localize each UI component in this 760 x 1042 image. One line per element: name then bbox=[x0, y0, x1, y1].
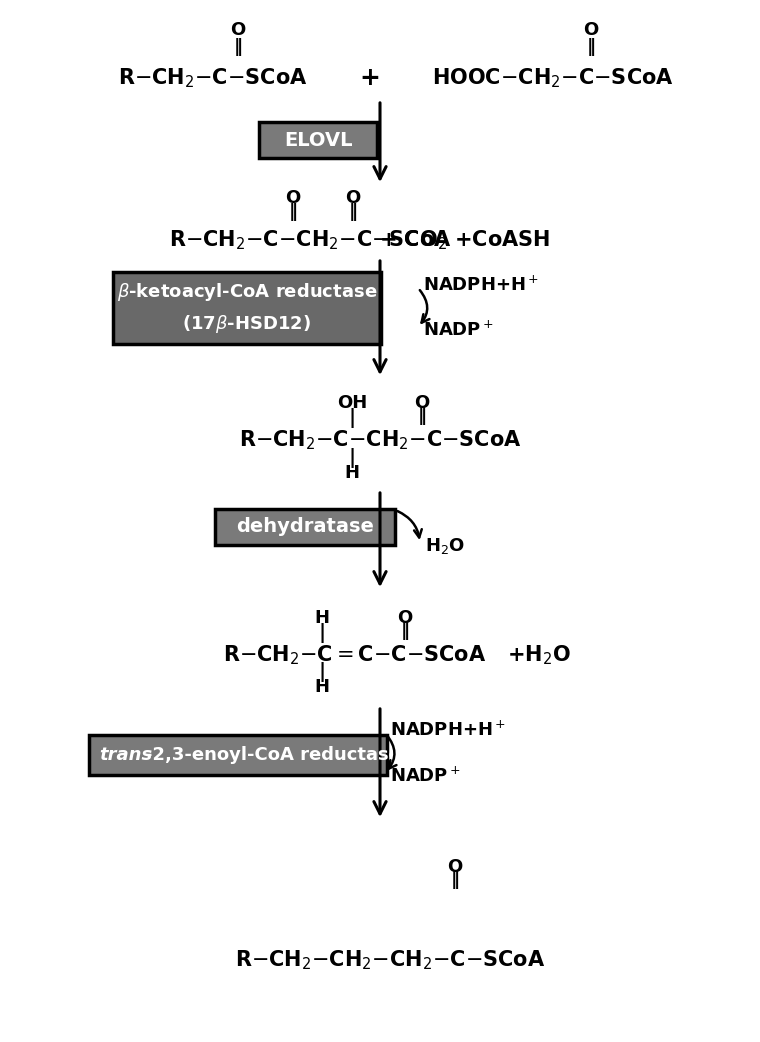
Text: |: | bbox=[348, 408, 356, 428]
Text: ‖: ‖ bbox=[349, 203, 357, 221]
Text: OH: OH bbox=[337, 394, 367, 412]
Text: NADPH+H$^+$: NADPH+H$^+$ bbox=[390, 720, 506, 740]
Text: -2,3-enoyl-CoA reductase: -2,3-enoyl-CoA reductase bbox=[145, 746, 401, 764]
Text: + CO$_2$ +CoASH: + CO$_2$ +CoASH bbox=[379, 228, 550, 252]
Text: ‖: ‖ bbox=[417, 407, 426, 425]
Text: O: O bbox=[345, 189, 361, 207]
FancyBboxPatch shape bbox=[113, 272, 381, 344]
Text: H: H bbox=[315, 609, 330, 627]
Text: ‖: ‖ bbox=[451, 871, 460, 889]
FancyBboxPatch shape bbox=[89, 735, 387, 775]
Text: ‖: ‖ bbox=[289, 203, 297, 221]
Text: |: | bbox=[348, 448, 356, 468]
Text: O: O bbox=[230, 21, 245, 39]
Text: R$-$CH$_2$$-$CH$_2$$-$CH$_2$$-$C$-$SCoA: R$-$CH$_2$$-$CH$_2$$-$CH$_2$$-$C$-$SCoA bbox=[235, 948, 545, 972]
Text: ‖: ‖ bbox=[587, 38, 596, 56]
Text: O: O bbox=[448, 858, 463, 876]
Text: R$-$CH$_2$$-$C$-$CH$_2$$-$C$-$SCoA: R$-$CH$_2$$-$C$-$CH$_2$$-$C$-$SCoA bbox=[239, 428, 521, 452]
Text: trans: trans bbox=[99, 746, 152, 764]
FancyBboxPatch shape bbox=[215, 508, 395, 545]
Text: O: O bbox=[584, 21, 599, 39]
Text: +: + bbox=[359, 66, 381, 90]
Text: H: H bbox=[344, 464, 359, 482]
Text: R$-$CH$_2$$-$C$=$C$-$C$-$SCoA: R$-$CH$_2$$-$C$=$C$-$C$-$SCoA bbox=[223, 643, 486, 667]
Text: O: O bbox=[285, 189, 301, 207]
Text: ELOVL: ELOVL bbox=[283, 130, 352, 149]
Text: R$-$CH$_2$$-$C$-$SCoA: R$-$CH$_2$$-$C$-$SCoA bbox=[119, 67, 308, 90]
Text: HOOC$-$CH$_2$$-$C$-$SCoA: HOOC$-$CH$_2$$-$C$-$SCoA bbox=[432, 67, 674, 90]
Text: NADPH+H$^+$: NADPH+H$^+$ bbox=[423, 275, 539, 295]
Text: ‖: ‖ bbox=[233, 38, 242, 56]
Text: H$_2$O: H$_2$O bbox=[425, 536, 465, 556]
Text: R$-$CH$_2$$-$C$-$CH$_2$$-$C$-$SCoA: R$-$CH$_2$$-$C$-$CH$_2$$-$C$-$SCoA bbox=[169, 228, 451, 252]
Text: NADP$^+$: NADP$^+$ bbox=[390, 766, 461, 786]
Text: dehydratase: dehydratase bbox=[236, 518, 374, 537]
Text: +H$_2$O: +H$_2$O bbox=[507, 643, 571, 667]
Text: |: | bbox=[318, 623, 325, 643]
Text: O: O bbox=[414, 394, 429, 412]
Text: O: O bbox=[397, 609, 413, 627]
Text: |: | bbox=[318, 662, 325, 683]
Text: (17$\beta$-HSD12): (17$\beta$-HSD12) bbox=[182, 313, 312, 334]
Text: ‖: ‖ bbox=[401, 622, 410, 640]
FancyBboxPatch shape bbox=[259, 122, 377, 158]
Text: H: H bbox=[315, 678, 330, 696]
Text: $\beta$-ketoacyl-CoA reductase: $\beta$-ketoacyl-CoA reductase bbox=[117, 281, 377, 303]
Text: NADP$^+$: NADP$^+$ bbox=[423, 320, 494, 340]
